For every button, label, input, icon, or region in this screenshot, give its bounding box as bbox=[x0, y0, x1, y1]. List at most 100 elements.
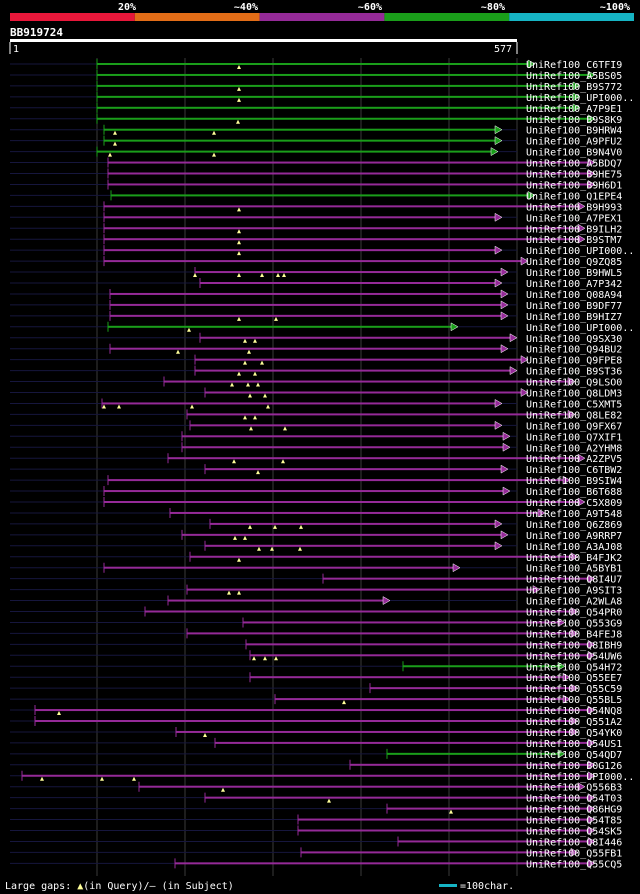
hit-row[interactable]: UniRef100_B9S772 bbox=[10, 80, 622, 93]
hit-row[interactable]: UniRef100_Q9ZQ85 bbox=[10, 256, 622, 268]
hit-row[interactable]: UniRef100_A7PEX1 bbox=[10, 212, 622, 224]
hit-label[interactable]: UniRef100_Q8I446 bbox=[526, 837, 622, 848]
hit-row[interactable]: UniRef100_B9STM7 bbox=[10, 234, 622, 246]
hit-row[interactable]: UniRef100_Q551A2 bbox=[10, 716, 622, 728]
hit-row[interactable]: UniRef100_A5BDQ7 bbox=[10, 157, 622, 170]
hit-row[interactable]: UniRef100_C6TFI9 bbox=[10, 59, 622, 71]
hit-label[interactable]: UniRef100_B9ILH2 bbox=[526, 224, 622, 235]
hit-row[interactable]: UniRef100_Q54UW6 bbox=[10, 650, 622, 662]
hit-label[interactable]: UniRef100_C6TFI9 bbox=[526, 60, 622, 71]
hit-row[interactable]: UniRef100_Q9FX67 bbox=[10, 420, 622, 432]
hit-row[interactable]: UniRef100_B9H993 bbox=[10, 201, 622, 213]
hit-row[interactable]: UniRef100_B6T688 bbox=[10, 486, 622, 498]
hit-label[interactable]: UniRef100_UPI000.. bbox=[526, 323, 634, 334]
hit-row[interactable]: UniRef100_Q55CQ5 bbox=[10, 858, 622, 870]
hit-label[interactable]: UniRef100_Q556B3 bbox=[526, 783, 622, 794]
hit-label[interactable]: UniRef100_A9T548 bbox=[526, 509, 622, 520]
hit-label[interactable]: UniRef100_A9SIT3 bbox=[526, 586, 622, 597]
hit-label[interactable]: UniRef100_A5BS05 bbox=[526, 71, 622, 82]
hit-label[interactable]: UniRef100_Q8LE82 bbox=[526, 410, 622, 421]
hit-label[interactable]: UniRef100_Q54T85 bbox=[526, 816, 622, 827]
hit-row[interactable]: UniRef100_B9ST36 bbox=[10, 365, 622, 378]
hit-label[interactable]: UniRef100_Q54H72 bbox=[526, 662, 622, 673]
hit-label[interactable]: UniRef100_A5BDQ7 bbox=[526, 159, 622, 170]
hit-row[interactable]: UniRef100_Q08A94 bbox=[10, 288, 622, 301]
hit-label[interactable]: UniRef100_Q54US1 bbox=[526, 739, 622, 750]
hit-label[interactable]: UniRef100_B9HIZ7 bbox=[526, 312, 622, 323]
hit-label[interactable]: UniRef100_Q54QD7 bbox=[526, 750, 622, 761]
hit-label[interactable]: UniRef100_B9STM7 bbox=[526, 235, 622, 246]
hit-label[interactable]: UniRef100_C5X809 bbox=[526, 498, 622, 509]
hit-label[interactable]: UniRef100_B4FJK2 bbox=[526, 553, 622, 564]
hit-row[interactable]: UniRef100_C6TBW2 bbox=[10, 464, 622, 476]
hit-label[interactable]: UniRef100_Q55BL5 bbox=[526, 695, 622, 706]
hit-row[interactable]: UniRef100_A2ZPV5 bbox=[10, 453, 622, 465]
hit-row[interactable]: UniRef100_Q1EPE4 bbox=[10, 190, 622, 202]
hit-row[interactable]: UniRef100_B9HIZ7 bbox=[10, 310, 622, 323]
hit-label[interactable]: UniRef100_Q54PR0 bbox=[526, 608, 622, 619]
hit-row[interactable]: UniRef100_A9RRP7 bbox=[10, 529, 622, 542]
hit-label[interactable]: UniRef100_B9S8K9 bbox=[526, 115, 622, 126]
hit-label[interactable]: UniRef100_Q54YK0 bbox=[526, 728, 622, 739]
hit-label[interactable]: UniRef100_Q1EPE4 bbox=[526, 191, 622, 202]
hit-row[interactable]: UniRef100_A2WLA8 bbox=[10, 595, 622, 608]
hit-row[interactable]: UniRef100_A9PFU2 bbox=[10, 135, 622, 148]
hit-row[interactable]: UniRef100_A3AJ08 bbox=[10, 540, 622, 553]
hit-label[interactable]: UniRef100_Q54T03 bbox=[526, 794, 622, 805]
hit-label[interactable]: UniRef100_Q9ZQ85 bbox=[526, 257, 622, 268]
hit-label[interactable]: UniRef100_Q55EE7 bbox=[526, 673, 622, 684]
hit-label[interactable]: UniRef100_A2WLA8 bbox=[526, 597, 622, 608]
hit-row[interactable]: UniRef100_B0G126 bbox=[10, 759, 622, 772]
hit-row[interactable]: UniRef100_B4FEJ8 bbox=[10, 628, 622, 640]
hit-label[interactable]: UniRef100_Q551A2 bbox=[526, 717, 622, 728]
hit-label[interactable]: UniRef100_C6TBW2 bbox=[526, 465, 622, 476]
hit-label[interactable]: UniRef100_Q8LDM3 bbox=[526, 389, 622, 400]
hit-label[interactable]: UniRef100_A9RRP7 bbox=[526, 531, 622, 542]
hit-row[interactable]: UniRef100_A2YHM8 bbox=[10, 442, 622, 454]
hit-row[interactable]: UniRef100_Q86HG9 bbox=[10, 803, 622, 816]
hit-row[interactable]: UniRef100_Q7XIF1 bbox=[10, 431, 622, 443]
hit-label[interactable]: UniRef100_Q7XIF1 bbox=[526, 432, 622, 443]
hit-row[interactable]: UniRef100_Q9SX30 bbox=[10, 332, 622, 345]
hit-row[interactable]: UniRef100_Q55C59 bbox=[10, 683, 622, 695]
hit-row[interactable]: UniRef100_A5BS05 bbox=[10, 69, 622, 82]
hit-label[interactable]: UniRef100_Q08A94 bbox=[526, 290, 622, 301]
hit-label[interactable]: UniRef100_B9ST36 bbox=[526, 367, 622, 378]
hit-row[interactable]: UniRef100_Q553G9 bbox=[10, 617, 622, 629]
hit-label[interactable]: UniRef100_B4FEJ8 bbox=[526, 629, 622, 640]
hit-row[interactable]: UniRef100_C5X809 bbox=[10, 497, 622, 509]
hit-row[interactable]: UniRef100_B9H6D1 bbox=[10, 179, 622, 191]
hit-label[interactable]: UniRef100_Q54NQ8 bbox=[526, 706, 622, 717]
hit-row[interactable]: UniRef100_Q8I4U7 bbox=[10, 573, 622, 586]
hit-row[interactable]: UniRef100_Q54SK5 bbox=[10, 825, 622, 838]
hit-row[interactable]: UniRef100_Q54US1 bbox=[10, 737, 622, 750]
hit-row[interactable]: UniRef100_Q55FB1 bbox=[10, 847, 622, 859]
hit-row[interactable]: UniRef100_B9ILH2 bbox=[10, 223, 622, 235]
hit-label[interactable]: UniRef100_B9HWL5 bbox=[526, 268, 622, 279]
hit-label[interactable]: UniRef100_Q8IBH9 bbox=[526, 640, 622, 651]
hit-row[interactable]: UniRef100_A7P9E1 bbox=[10, 102, 622, 115]
hit-row[interactable]: UniRef100_Q9FPE8 bbox=[10, 354, 622, 367]
hit-label[interactable]: UniRef100_A3AJ08 bbox=[526, 542, 622, 553]
hit-label[interactable]: UniRef100_Q86HG9 bbox=[526, 805, 622, 816]
hit-label[interactable]: UniRef100_Q9FX67 bbox=[526, 421, 622, 432]
hit-label[interactable]: UniRef100_Q55CQ5 bbox=[526, 859, 622, 870]
hit-label[interactable]: UniRef100_Q54UW6 bbox=[526, 651, 622, 662]
hit-label[interactable]: UniRef100_UPI000.. bbox=[526, 93, 634, 104]
hit-label[interactable]: UniRef100_A7P9E1 bbox=[526, 104, 622, 115]
hit-row[interactable]: UniRef100_Q54T85 bbox=[10, 814, 622, 827]
hit-row[interactable]: UniRef100_Q55BL5 bbox=[10, 694, 622, 706]
hit-label[interactable]: UniRef100_B9SIW4 bbox=[526, 476, 622, 487]
hit-label[interactable]: UniRef100_B9HRW4 bbox=[526, 126, 622, 137]
hit-row[interactable]: UniRef100_B4FJK2 bbox=[10, 551, 622, 564]
hit-label[interactable]: UniRef100_A2YHM8 bbox=[526, 443, 622, 454]
hit-label[interactable]: UniRef100_Q8I4U7 bbox=[526, 575, 622, 586]
hit-label[interactable]: UniRef100_B9DF77 bbox=[526, 301, 622, 312]
hit-label[interactable]: UniRef100_B9H993 bbox=[526, 202, 622, 213]
hit-row[interactable]: UniRef100_A7P342 bbox=[10, 278, 622, 290]
hit-row[interactable]: UniRef100_Q54NQ8 bbox=[10, 705, 622, 717]
hit-label[interactable]: UniRef100_A5BYB1 bbox=[526, 564, 622, 575]
hit-label[interactable]: UniRef100_Q9FPE8 bbox=[526, 356, 622, 367]
hit-row[interactable]: UniRef100_UPI000.. bbox=[10, 91, 634, 104]
hit-row[interactable]: UniRef100_Q8LE82 bbox=[10, 409, 622, 421]
